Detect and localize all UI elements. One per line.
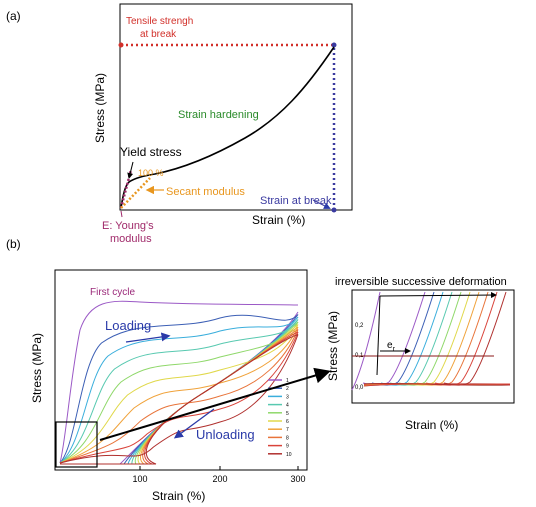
strain-hardening-label: Strain hardening bbox=[178, 109, 259, 121]
hundred-percent-label: 100 % bbox=[138, 168, 164, 178]
youngs-label-2: modulus bbox=[110, 233, 152, 245]
unloading-arrow bbox=[173, 408, 215, 439]
legend-label-10: 10 bbox=[286, 452, 292, 458]
inset-curves bbox=[351, 291, 511, 391]
inset-xlabel: Strain (%) bbox=[405, 418, 458, 432]
legend-label-5: 5 bbox=[286, 411, 289, 417]
panel-a-label: (a) bbox=[6, 9, 21, 23]
tensile-strength-marker bbox=[118, 42, 124, 48]
inset-curve-8 bbox=[425, 291, 489, 386]
yield-stress-arrow bbox=[127, 161, 134, 179]
break-point-marker bbox=[331, 42, 337, 48]
panel-a-xlabel: Strain (%) bbox=[252, 213, 305, 227]
stress-strain-curve bbox=[120, 46, 335, 209]
tensile-label-1: Tensile strengh bbox=[126, 16, 193, 27]
inset-vertical-line bbox=[376, 295, 381, 376]
unloading-curve-10 bbox=[60, 334, 299, 465]
strain-at-break-arrow bbox=[312, 199, 331, 209]
legend-label-3: 3 bbox=[286, 394, 289, 400]
legend-label-7: 7 bbox=[286, 427, 289, 433]
panel-b-ylabel: Stress (MPa) bbox=[30, 333, 44, 403]
inset-ytick-0: 0,2 bbox=[355, 323, 364, 329]
secant-modulus-label: Secant modulus bbox=[166, 186, 245, 198]
loading-curve-3 bbox=[59, 316, 299, 464]
panel-a-ylabel: Stress (MPa) bbox=[93, 73, 107, 143]
unloading-curve-5 bbox=[60, 321, 299, 465]
inset-ylabel: Stress (MPa) bbox=[326, 311, 340, 381]
strain-at-break-marker bbox=[331, 207, 337, 213]
legend-label-6: 6 bbox=[286, 419, 289, 425]
loading-curve-7 bbox=[59, 326, 299, 464]
panel-b-x-ticks: 100 200 300 bbox=[132, 466, 306, 484]
inset-curve-4 bbox=[389, 291, 453, 386]
loading-curve-2 bbox=[59, 314, 299, 464]
inset-curve-2 bbox=[371, 291, 435, 386]
youngs-label-1: E: Young's bbox=[102, 220, 154, 232]
panel-b-frame bbox=[54, 269, 308, 471]
loading-curve-9 bbox=[59, 331, 299, 464]
inset-curve-5 bbox=[398, 291, 462, 386]
inset-er-label: er bbox=[387, 340, 396, 353]
legend-label-4: 4 bbox=[286, 403, 289, 409]
inset-ytick-2: 0,0 bbox=[355, 385, 364, 391]
legend-label-9: 9 bbox=[286, 444, 289, 450]
panel-a-frame bbox=[119, 3, 353, 211]
secant-modulus-line bbox=[120, 177, 151, 209]
legend-label-1: 1 bbox=[286, 378, 289, 384]
unloading-label: Unloading bbox=[196, 427, 255, 442]
panel-b-x-tick-label: 200 bbox=[212, 474, 227, 484]
inset-top-arrow bbox=[379, 292, 497, 299]
unloading-curve-1 bbox=[60, 311, 299, 465]
panel-b-x-tick-label: 300 bbox=[290, 474, 305, 484]
tensile-label-2: at break bbox=[140, 29, 177, 40]
inset-baseline-10 bbox=[363, 382, 511, 386]
strain-at-break-label: Strain at break bbox=[260, 195, 332, 207]
legend-label-8: 8 bbox=[286, 435, 289, 441]
loading-curve-5 bbox=[59, 321, 299, 464]
unloading-curve-6 bbox=[60, 324, 299, 465]
inset-frame bbox=[351, 289, 515, 404]
inset-curve-6 bbox=[407, 291, 471, 386]
loading-label: Loading bbox=[105, 318, 151, 333]
inset-first-cycle-curve bbox=[351, 291, 381, 391]
youngs-tick bbox=[120, 210, 123, 218]
panel-b-x-tick-label: 100 bbox=[132, 474, 147, 484]
loading-curve-8 bbox=[59, 329, 299, 464]
loading-arrow bbox=[125, 332, 171, 343]
first-cycle-label: First cycle bbox=[90, 287, 135, 298]
loading-curve-1 bbox=[59, 300, 299, 464]
panel-b-label: (b) bbox=[6, 237, 21, 251]
inset-curve-1 bbox=[362, 291, 426, 386]
inset-curve-7 bbox=[416, 291, 480, 386]
panel-b-xlabel: Strain (%) bbox=[152, 489, 205, 503]
zoom-arrow bbox=[99, 367, 331, 441]
yield-stress-label: Yield stress bbox=[120, 145, 182, 159]
loading-curve-4 bbox=[59, 319, 299, 464]
loading-curve-6 bbox=[59, 324, 299, 464]
inset-curve-3 bbox=[380, 291, 444, 386]
inset-title: irreversible successive deformation bbox=[335, 276, 507, 288]
unloading-curve-8 bbox=[60, 329, 299, 465]
zoom-box bbox=[55, 421, 98, 468]
panel-b-legend: 1 2 3 4 5 6 7 8 9 10 bbox=[268, 378, 292, 458]
panel-b-curves bbox=[59, 300, 299, 465]
legend-label-2: 2 bbox=[286, 386, 289, 392]
